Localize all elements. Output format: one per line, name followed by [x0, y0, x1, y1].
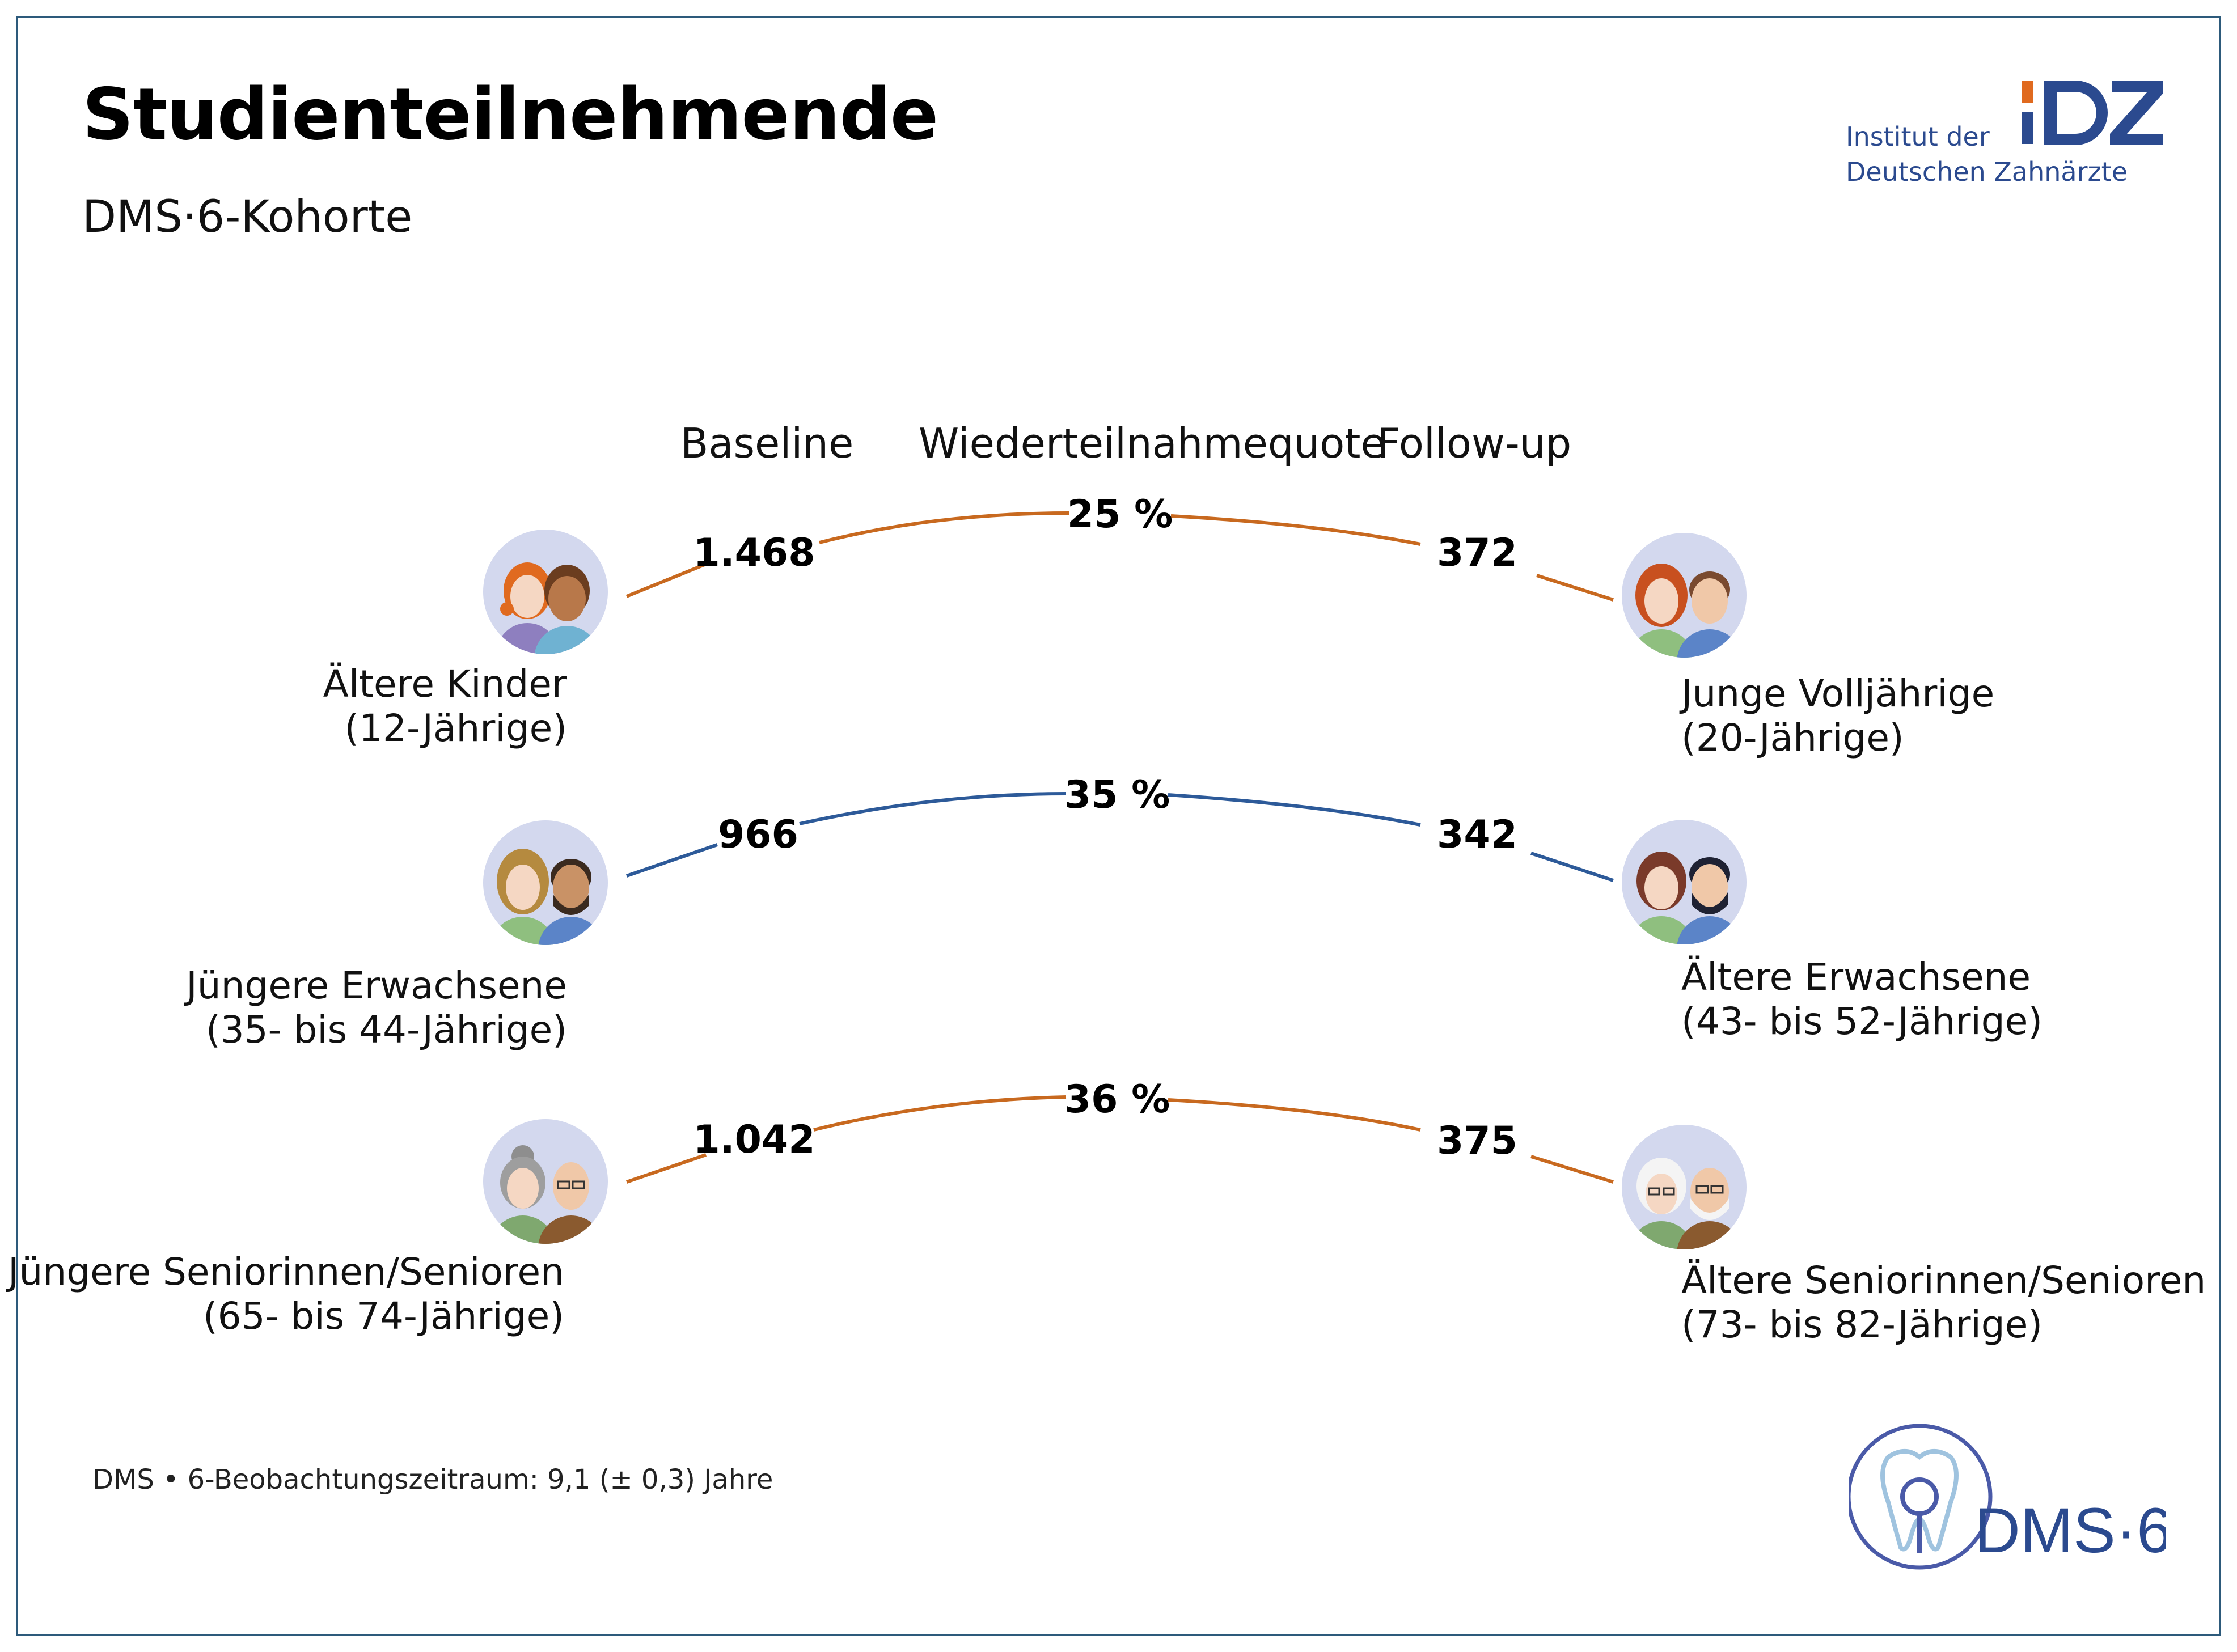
idz-logo-line1: Institut der [1846, 121, 1990, 152]
cohort-label-right-3-name: Ältere Seniorinnen/Senioren [1681, 1259, 2206, 1302]
cohort-label-right-1-age: (20-Jährige) [1681, 716, 1904, 760]
dms6-logo: DMS·6 [1849, 1424, 2166, 1570]
quote-value-2: 35 % [1064, 773, 1170, 817]
page-subtitle: DMS·6-Kohorte [82, 192, 413, 243]
flow-line-2-mid-right [1168, 793, 1421, 827]
flow-line-3-mid-left [813, 1095, 1067, 1132]
cohort-label-left-3-age: (65- bis 74-Jährige) [202, 1294, 564, 1338]
cohort-label-left-1-age: (12-Jährige) [344, 706, 567, 750]
cohort-flow-1: 1.468 25 % 372 [625, 492, 1614, 602]
followup-value-3: 375 [1437, 1119, 1517, 1163]
cohort-label-left-3: Jüngere Seniorinnen/Senioren (65- bis 74… [8, 1250, 564, 1338]
flow-line-2-right [1530, 852, 1614, 882]
flow-line-1-left [625, 562, 707, 598]
frame-border [16, 16, 2221, 1636]
flow-line-1-mid-right [1170, 514, 1421, 546]
seniors-pair-icon [483, 1119, 608, 1244]
flow-line-1-mid-left [819, 511, 1069, 544]
cohort-flow-3: 1.042 36 % 375 [626, 1077, 1614, 1184]
idz-logo [2022, 81, 2163, 145]
dms6-logo-text: DMS·6 [1974, 1495, 2166, 1566]
flow-line-3-mid-right [1168, 1098, 1421, 1132]
adults-pair-icon [483, 820, 608, 945]
column-header-baseline: Baseline [680, 420, 854, 467]
cohort-label-right-2: Ältere Erwachsene (43- bis 52-Jährige) [1681, 955, 2043, 1044]
idz-logo-line2: Deutschen Zahnärzte [1846, 156, 2128, 187]
cohort-label-right-1: Junge Volljährige (20-Jährige) [1681, 672, 1994, 760]
footnote: DMS • 6-Beobachtungszeitraum: 9,1 (± 0,3… [92, 1464, 773, 1496]
cohort-label-right-2-name: Ältere Erwachsene [1681, 955, 2031, 999]
flow-line-3-left [626, 1153, 707, 1184]
quote-value-3: 36 % [1064, 1077, 1170, 1122]
column-header-quote: Wiederteilnahmequote [919, 420, 1386, 467]
followup-value-1: 372 [1437, 531, 1517, 575]
cohort-label-left-2: Jüngere Erwachsene (35- bis 44-Jährige) [186, 964, 567, 1052]
baseline-value-2: 966 [718, 812, 798, 857]
cohort-label-right-2-age: (43- bis 52-Jährige) [1681, 999, 2043, 1043]
column-header-followup: Follow-up [1377, 420, 1572, 467]
young-adults-pair-icon [1622, 533, 1747, 658]
flow-line-3-right [1530, 1155, 1614, 1184]
cohort-label-right-3-age: (73- bis 82-Jährige) [1681, 1303, 2043, 1346]
baseline-value-3: 1.042 [693, 1117, 815, 1162]
cohort-label-right-1-name: Junge Volljährige [1681, 672, 1995, 715]
cohort-label-right-3: Ältere Seniorinnen/Senioren (73- bis 82-… [1681, 1259, 2206, 1347]
cohort-label-left-2-age: (35- bis 44-Jährige) [205, 1008, 567, 1052]
children-pair-icon [483, 530, 608, 654]
idz-logo-text: Institut der Deutschen Zahnärzte [1846, 119, 2128, 189]
baseline-value-1: 1.468 [693, 531, 815, 575]
cohort-label-left-3-name: Jüngere Seniorinnen/Senioren [8, 1250, 564, 1294]
cohort-label-left-2-name: Jüngere Erwachsene [186, 964, 567, 1007]
flow-line-2-left [626, 843, 718, 878]
cohort-label-left-1: Ältere Kinder (12-Jährige) [323, 662, 567, 751]
older-adults-pair-icon [1622, 820, 1747, 944]
cohort-label-left-1-name: Ältere Kinder [323, 662, 567, 706]
quote-value-1: 25 % [1067, 492, 1173, 537]
flow-line-2-mid-left [799, 792, 1067, 825]
followup-value-2: 342 [1437, 812, 1517, 857]
page-title: Studienteilnehmende [82, 73, 938, 156]
older-seniors-pair-icon [1622, 1125, 1747, 1249]
flow-line-1-right [1536, 574, 1614, 602]
cohort-flow-2: 966 35 % 342 [626, 773, 1614, 882]
